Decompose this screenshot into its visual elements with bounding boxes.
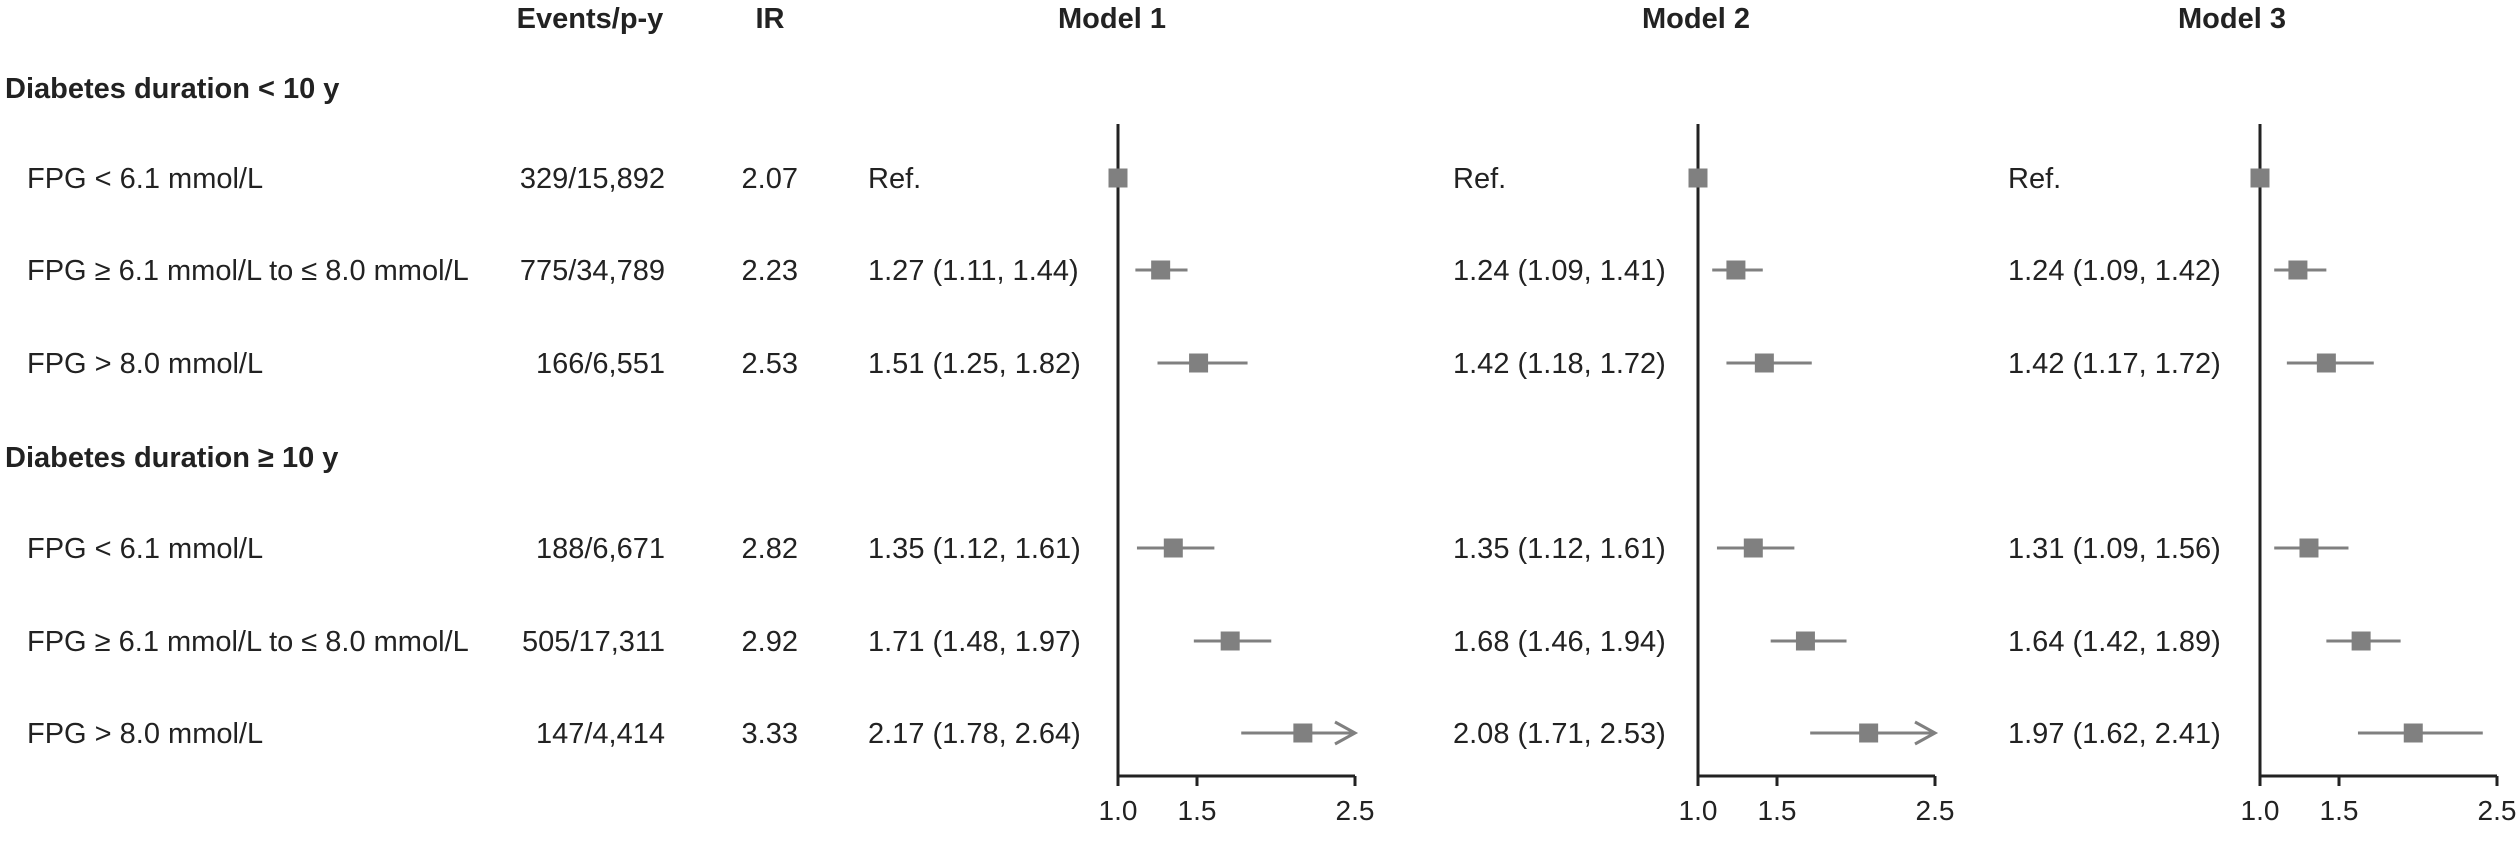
header-model-2: Model 2 (1642, 3, 1750, 35)
group-label: Diabetes duration < 10 y (5, 73, 340, 105)
point-estimate (1795, 631, 1815, 651)
x-tick-label: 1.0 (2241, 795, 2280, 826)
row-estimate-model-3: 1.42 (1.17, 1.72) (2008, 348, 2221, 380)
point-estimate (1151, 260, 1171, 280)
point-estimate (1688, 168, 1708, 188)
row-ir: 2.92 (741, 626, 798, 658)
row-events: 505/17,311 (522, 626, 665, 658)
row-ir: 3.33 (741, 718, 798, 750)
point-estimate (1859, 723, 1879, 743)
point-estimate (1293, 723, 1313, 743)
row-estimate-model-2: Ref. (1453, 163, 1507, 195)
x-tick-label: 1.0 (1679, 795, 1718, 826)
row-label: FPG > 8.0 mmol/L (27, 718, 264, 750)
row-estimate-model-1: 1.27 (1.11, 1.44) (868, 255, 1079, 287)
point-estimate (2316, 353, 2336, 373)
point-estimate (1726, 260, 1746, 280)
row-estimate-model-2: 1.35 (1.12, 1.61) (1453, 533, 1666, 565)
row-estimate-model-1: Ref. (868, 163, 922, 195)
row-estimate-model-1: 1.71 (1.48, 1.97) (868, 626, 1081, 658)
point-estimate (1754, 353, 1774, 373)
x-tick-label: 2.5 (1336, 795, 1375, 826)
row-estimate-model-1: 1.35 (1.12, 1.61) (868, 533, 1081, 565)
point-estimate (2288, 260, 2308, 280)
row-label: FPG < 6.1 mmol/L (27, 163, 264, 195)
row-label: FPG < 6.1 mmol/L (27, 533, 264, 565)
row-estimate-model-3: Ref. (2008, 163, 2062, 195)
point-estimate (1163, 538, 1183, 558)
row-events: 775/34,789 (519, 255, 665, 287)
point-estimate (2351, 631, 2371, 651)
header-events: Events/p-y (516, 3, 664, 35)
truncation-arrow-icon (1914, 720, 1939, 746)
row-estimate-model-3: 1.64 (1.42, 1.89) (2008, 626, 2221, 658)
row-ir: 2.23 (741, 255, 798, 287)
point-estimate (2250, 168, 2270, 188)
x-tick-label: 1.5 (1758, 795, 1797, 826)
row-estimate-model-3: 1.31 (1.09, 1.56) (2008, 533, 2221, 565)
row-events: 147/4,414 (535, 718, 665, 750)
row-estimate-model-2: 1.24 (1.09, 1.41) (1453, 255, 1666, 287)
x-tick-label: 1.0 (1099, 795, 1138, 826)
x-tick-label: 2.5 (2478, 795, 2517, 826)
row-estimate-model-2: 1.42 (1.18, 1.72) (1453, 348, 1666, 380)
row-events: 166/6,551 (535, 348, 665, 380)
point-estimate (1220, 631, 1240, 651)
point-estimate (1189, 353, 1209, 373)
point-estimate (1108, 168, 1128, 188)
row-estimate-model-2: 1.68 (1.46, 1.94) (1453, 626, 1666, 658)
row-label: FPG ≥ 6.1 mmol/L to ≤ 8.0 mmol/L (27, 626, 469, 658)
row-ir: 2.07 (741, 163, 798, 195)
header-ir: IR (755, 3, 785, 35)
row-ir: 2.82 (741, 533, 798, 565)
row-ir: 2.53 (741, 348, 798, 380)
row-events: 329/15,892 (519, 163, 665, 195)
row-events: 188/6,671 (535, 533, 665, 565)
point-estimate (2299, 538, 2319, 558)
x-tick-label: 1.5 (2320, 795, 2359, 826)
point-estimate (2403, 723, 2423, 743)
row-estimate-model-1: 2.17 (1.78, 2.64) (868, 718, 1081, 750)
group-label: Diabetes duration ≥ 10 y (5, 442, 339, 474)
header-model-3: Model 3 (2178, 3, 2286, 35)
row-estimate-model-2: 2.08 (1.71, 2.53) (1453, 718, 1666, 750)
point-estimate (1743, 538, 1763, 558)
row-label: FPG > 8.0 mmol/L (27, 348, 264, 380)
row-estimate-model-1: 1.51 (1.25, 1.82) (868, 348, 1081, 380)
row-estimate-model-3: 1.24 (1.09, 1.42) (2008, 255, 2221, 287)
x-tick-label: 2.5 (1916, 795, 1955, 826)
header-model-1: Model 1 (1058, 3, 1166, 35)
row-estimate-model-3: 1.97 (1.62, 2.41) (2008, 718, 2221, 750)
row-label: FPG ≥ 6.1 mmol/L to ≤ 8.0 mmol/L (27, 255, 469, 287)
truncation-arrow-icon (1334, 720, 1359, 746)
x-tick-label: 1.5 (1178, 795, 1217, 826)
